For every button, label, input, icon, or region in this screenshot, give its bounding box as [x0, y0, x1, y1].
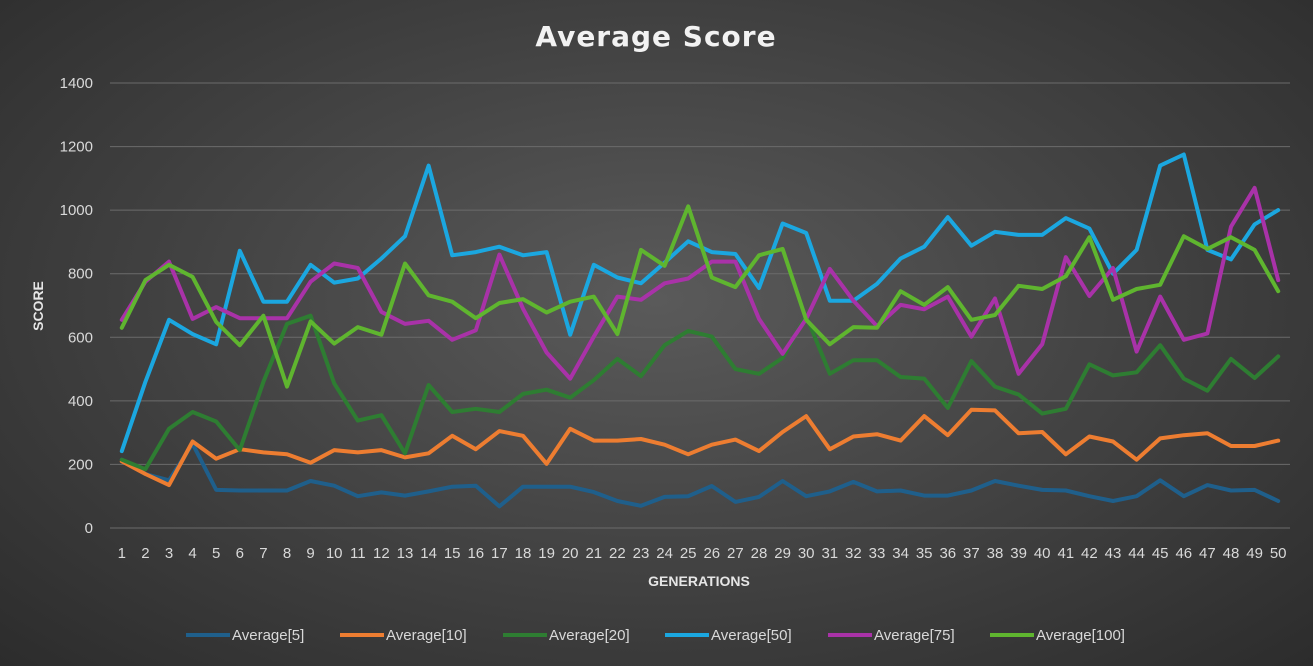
x-axis-ticks: 1 2 3 4 5 6 7 8 9 10 11 12 13 14 15 16 17 18 19 20 21 22 23 24 2… — [118, 545, 1287, 562]
y-tick-label: 1000 — [60, 202, 93, 219]
chart-title: Average Score — [535, 20, 776, 53]
x-tick-label: 8 — [283, 545, 291, 562]
gridlines — [110, 82, 1290, 529]
x-tick-label: 22 — [609, 545, 626, 562]
legend-item: Average[50] — [665, 627, 792, 644]
x-tick-label: 12 — [373, 545, 390, 562]
x-tick-label: 48 — [1223, 545, 1240, 562]
x-tick-label: 40 — [1034, 545, 1051, 562]
x-tick-label: 3 — [165, 545, 173, 562]
legend-label: Average[20] — [549, 627, 630, 644]
x-tick-label: 18 — [515, 545, 532, 562]
x-tick-label: 27 — [727, 545, 744, 562]
series-line-1 — [119, 441, 1281, 509]
y-tick-label: 0 — [85, 520, 93, 537]
x-tick-label: 10 — [326, 545, 343, 562]
y-tick-label: 800 — [68, 266, 93, 283]
x-tick-label: 45 — [1152, 545, 1169, 562]
x-tick-label: 38 — [987, 545, 1004, 562]
x-tick-label: 35 — [916, 545, 933, 562]
x-tick-label: 29 — [774, 545, 791, 562]
legend-item: Average[100] — [990, 627, 1125, 644]
x-tick-label: 7 — [259, 545, 267, 562]
x-tick-label: 50 — [1270, 545, 1287, 562]
x-tick-label: 11 — [350, 545, 366, 562]
legend-item: Average[10] — [340, 627, 467, 644]
x-tick-label: 47 — [1199, 545, 1216, 562]
x-tick-label: 1 — [118, 545, 126, 562]
legend-item: Average[20] — [503, 627, 630, 644]
x-tick-label: 17 — [491, 545, 508, 562]
x-tick-label: 21 — [585, 545, 602, 562]
legend-label: Average[100] — [1036, 627, 1125, 644]
x-tick-label: 31 — [821, 545, 838, 562]
x-tick-label: 24 — [656, 545, 673, 562]
x-tick-label: 5 — [212, 545, 220, 562]
x-tick-label: 19 — [538, 545, 555, 562]
x-axis-title: GENERATIONS — [648, 573, 750, 589]
legend: Average[5] Average[10] Average[20] Average[… — [186, 627, 1125, 644]
x-tick-label: 26 — [703, 545, 720, 562]
x-tick-label: 49 — [1246, 545, 1263, 562]
legend-label: Average[75] — [874, 627, 955, 644]
x-tick-label: 36 — [939, 545, 956, 562]
x-tick-label: 13 — [397, 545, 414, 562]
x-tick-label: 44 — [1128, 545, 1145, 562]
y-tick-label: 1400 — [60, 75, 93, 92]
x-tick-label: 6 — [236, 545, 244, 562]
x-tick-label: 25 — [680, 545, 697, 562]
x-tick-label: 4 — [188, 545, 196, 562]
x-tick-label: 14 — [420, 545, 437, 562]
x-tick-label: 2 — [141, 545, 149, 562]
series-line-6 — [119, 204, 1281, 389]
y-tick-label: 200 — [68, 456, 93, 473]
x-tick-label: 20 — [562, 545, 579, 562]
y-tick-label: 400 — [68, 393, 93, 410]
x-tick-label: 30 — [798, 545, 815, 562]
x-tick-label: 9 — [306, 545, 314, 562]
x-tick-label: 39 — [1010, 545, 1027, 562]
series-lines — [119, 152, 1281, 509]
x-tick-label: 28 — [751, 545, 768, 562]
x-tick-label: 23 — [633, 545, 650, 562]
x-tick-label: 32 — [845, 545, 862, 562]
y-axis-title: SCORE — [30, 281, 46, 331]
legend-item: Average[5] — [186, 627, 304, 644]
x-tick-label: 34 — [892, 545, 909, 562]
x-tick-label: 15 — [444, 545, 461, 562]
x-tick-label: 41 — [1057, 545, 1074, 562]
x-tick-label: 16 — [467, 545, 484, 562]
y-tick-label: 1200 — [60, 139, 93, 156]
legend-label: Average[50] — [711, 627, 792, 644]
y-tick-label: 600 — [68, 329, 93, 346]
x-tick-label: 37 — [963, 545, 980, 562]
legend-item: Average[75] — [828, 627, 955, 644]
series-line-5 — [119, 185, 1281, 381]
x-tick-label: 42 — [1081, 545, 1098, 562]
series-line-2 — [119, 407, 1281, 488]
x-tick-label: 43 — [1105, 545, 1122, 562]
legend-label: Average[5] — [232, 627, 304, 644]
series-line-3 — [119, 313, 1281, 472]
x-tick-label: 33 — [869, 545, 886, 562]
legend-label: Average[10] — [386, 627, 467, 644]
y-axis-ticks: 0 200 400 600 800 1000 1200 1400 — [60, 75, 93, 537]
x-tick-label: 46 — [1175, 545, 1192, 562]
